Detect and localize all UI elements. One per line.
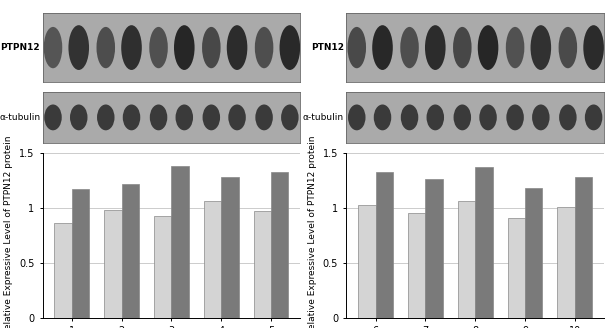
Ellipse shape	[255, 27, 273, 68]
Ellipse shape	[70, 105, 87, 130]
Ellipse shape	[96, 27, 115, 68]
Ellipse shape	[506, 27, 525, 68]
Ellipse shape	[279, 25, 300, 70]
Text: PTN12: PTN12	[311, 43, 344, 52]
Bar	[475, 167, 493, 318]
Ellipse shape	[425, 25, 445, 70]
Ellipse shape	[97, 105, 115, 130]
Bar	[358, 205, 376, 318]
Bar	[525, 188, 542, 318]
Ellipse shape	[478, 25, 498, 70]
Bar	[575, 177, 592, 318]
Ellipse shape	[348, 27, 366, 68]
Ellipse shape	[401, 105, 418, 130]
Y-axis label: Relative Expressive Level of PTPN12 protein: Relative Expressive Level of PTPN12 prot…	[4, 136, 13, 328]
Ellipse shape	[45, 105, 62, 130]
Ellipse shape	[531, 25, 551, 70]
Ellipse shape	[149, 27, 168, 68]
Ellipse shape	[453, 27, 472, 68]
Ellipse shape	[585, 105, 602, 130]
Ellipse shape	[121, 25, 142, 70]
Ellipse shape	[559, 27, 577, 68]
Bar	[271, 172, 289, 318]
Text: PTPN12: PTPN12	[1, 43, 40, 52]
Ellipse shape	[400, 27, 419, 68]
Ellipse shape	[123, 105, 140, 130]
Bar	[154, 215, 171, 318]
Bar	[72, 189, 89, 318]
Ellipse shape	[202, 27, 221, 68]
Ellipse shape	[559, 105, 576, 130]
Bar	[221, 177, 239, 318]
Ellipse shape	[227, 25, 248, 70]
Ellipse shape	[506, 105, 524, 130]
Ellipse shape	[281, 105, 298, 130]
Bar	[408, 214, 425, 318]
Ellipse shape	[174, 25, 195, 70]
Ellipse shape	[583, 25, 604, 70]
Ellipse shape	[479, 105, 497, 130]
Ellipse shape	[454, 105, 471, 130]
Ellipse shape	[176, 105, 193, 130]
Bar	[121, 184, 139, 318]
Ellipse shape	[44, 27, 62, 68]
Bar	[376, 172, 393, 318]
Bar	[425, 179, 443, 318]
Ellipse shape	[426, 105, 444, 130]
Bar	[204, 201, 221, 318]
Ellipse shape	[374, 105, 391, 130]
Y-axis label: Relative Expressive Level of PTPN12 protein: Relative Expressive Level of PTPN12 prot…	[308, 136, 317, 328]
Ellipse shape	[256, 105, 273, 130]
Ellipse shape	[348, 105, 365, 130]
Text: α-tubulin: α-tubulin	[303, 113, 344, 122]
Ellipse shape	[203, 105, 220, 130]
Text: α-tubulin: α-tubulin	[0, 113, 40, 122]
Ellipse shape	[372, 25, 393, 70]
Bar	[508, 218, 525, 318]
Ellipse shape	[532, 105, 550, 130]
Bar	[458, 201, 475, 318]
Ellipse shape	[150, 105, 167, 130]
Ellipse shape	[228, 105, 246, 130]
Bar	[171, 166, 189, 318]
Bar	[254, 211, 271, 318]
Bar	[558, 207, 575, 318]
Bar	[104, 210, 121, 318]
Bar	[54, 223, 72, 318]
Ellipse shape	[68, 25, 89, 70]
